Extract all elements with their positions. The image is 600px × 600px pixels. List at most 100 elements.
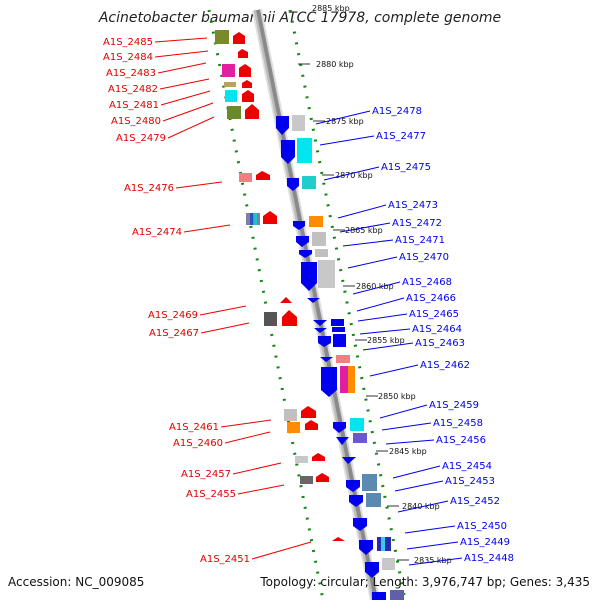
gene-feature[interactable] xyxy=(215,30,229,44)
gene-label[interactable]: A1S_2479 xyxy=(116,133,166,144)
gene-arrow[interactable] xyxy=(353,518,367,531)
gene-arrow[interactable] xyxy=(320,357,333,362)
gene-arrow[interactable] xyxy=(239,64,251,77)
gene-label[interactable]: A1S_2466 xyxy=(406,293,456,304)
gene-arrow[interactable] xyxy=(333,422,346,433)
gene-feature[interactable] xyxy=(318,260,335,288)
gene-arrow[interactable] xyxy=(245,104,259,119)
gene-arrow[interactable] xyxy=(293,221,305,230)
gene-arrow[interactable] xyxy=(342,457,356,464)
gene-label[interactable]: A1S_2453 xyxy=(445,476,495,487)
gene-arrow[interactable] xyxy=(281,140,295,164)
gene-label[interactable]: A1S_2473 xyxy=(388,200,438,211)
gene-arrow[interactable] xyxy=(263,211,277,224)
gene-arrow[interactable] xyxy=(282,310,297,326)
gene-feature[interactable] xyxy=(284,409,297,421)
gene-arrow[interactable] xyxy=(233,32,245,44)
gene-feature[interactable] xyxy=(297,138,312,163)
gene-arrow[interactable] xyxy=(276,116,289,135)
gene-feature[interactable] xyxy=(362,474,377,491)
gene-arrow[interactable] xyxy=(318,336,331,347)
gene-arrow[interactable] xyxy=(238,49,248,58)
gene-feature[interactable] xyxy=(353,433,367,443)
gene-feature[interactable] xyxy=(312,232,326,246)
gene-feature[interactable] xyxy=(350,418,364,431)
gene-arrow[interactable] xyxy=(349,495,363,507)
gene-arrow[interactable] xyxy=(287,178,299,191)
gene-feature[interactable] xyxy=(390,590,404,600)
gene-feature[interactable] xyxy=(227,106,241,119)
gene-arrow[interactable] xyxy=(321,367,337,397)
gene-label[interactable]: A1S_2480 xyxy=(111,116,161,127)
gene-label[interactable]: A1S_2481 xyxy=(109,100,159,111)
gene-feature[interactable] xyxy=(295,456,308,463)
gene-label[interactable]: A1S_2450 xyxy=(457,521,507,532)
gene-feature[interactable] xyxy=(292,115,305,131)
gene-label[interactable]: A1S_2477 xyxy=(376,131,426,142)
gene-label[interactable]: A1S_2485 xyxy=(103,37,153,48)
gene-arrow[interactable] xyxy=(296,236,309,247)
gene-arrow[interactable] xyxy=(301,406,316,418)
gene-arrow[interactable] xyxy=(280,297,292,303)
gene-label[interactable]: A1S_2467 xyxy=(149,328,199,339)
gene-arrow[interactable] xyxy=(336,437,349,445)
gene-arrow[interactable] xyxy=(312,453,325,461)
gene-feature[interactable] xyxy=(287,422,300,433)
gene-arrow[interactable] xyxy=(301,262,317,291)
gene-feature[interactable] xyxy=(264,312,277,326)
gene-arrow[interactable] xyxy=(359,540,373,555)
gene-arrow[interactable] xyxy=(305,420,318,430)
gene-feature[interactable] xyxy=(336,355,350,363)
gene-feature[interactable] xyxy=(372,592,386,600)
gene-feature[interactable] xyxy=(331,319,344,326)
gene-label[interactable]: A1S_2478 xyxy=(372,106,422,117)
gene-label[interactable]: A1S_2455 xyxy=(186,489,236,500)
gene-label[interactable]: A1S_2448 xyxy=(464,553,514,564)
gene-label[interactable]: A1S_2463 xyxy=(415,338,465,349)
gene-label[interactable]: A1S_2464 xyxy=(412,324,462,335)
gene-label[interactable]: A1S_2471 xyxy=(395,235,445,246)
gene-label[interactable]: A1S_2451 xyxy=(200,554,250,565)
gene-arrow[interactable] xyxy=(242,90,254,102)
gene-feature[interactable] xyxy=(382,558,395,570)
gene-label[interactable]: A1S_2458 xyxy=(433,418,483,429)
gene-arrow[interactable] xyxy=(256,171,270,180)
gene-feature[interactable] xyxy=(225,90,237,102)
gene-label[interactable]: A1S_2472 xyxy=(392,218,442,229)
gene-arrow[interactable] xyxy=(332,537,345,541)
gene-feature[interactable] xyxy=(348,366,355,393)
gene-feature[interactable] xyxy=(315,249,328,257)
gene-arrow[interactable] xyxy=(346,480,360,492)
gene-arrow[interactable] xyxy=(299,250,312,258)
gene-label[interactable]: A1S_2456 xyxy=(436,435,486,446)
gene-feature[interactable] xyxy=(302,176,316,189)
gene-label[interactable]: A1S_2475 xyxy=(381,162,431,173)
gene-label[interactable]: A1S_2460 xyxy=(173,438,223,449)
gene-label[interactable]: A1S_2469 xyxy=(148,310,198,321)
gene-feature[interactable] xyxy=(222,64,235,77)
gene-arrow[interactable] xyxy=(242,80,252,88)
gene-label[interactable]: A1S_2461 xyxy=(169,422,219,433)
gene-arrow[interactable] xyxy=(307,298,320,303)
gene-label[interactable]: A1S_2452 xyxy=(450,496,500,507)
gene-feature[interactable] xyxy=(333,334,346,347)
gene-arrow[interactable] xyxy=(365,562,379,578)
gene-label[interactable]: A1S_2459 xyxy=(429,400,479,411)
gene-label[interactable]: A1S_2465 xyxy=(409,309,459,320)
gene-arrow[interactable] xyxy=(316,473,329,482)
gene-label[interactable]: A1S_2474 xyxy=(132,227,182,238)
gene-feature[interactable] xyxy=(340,366,348,393)
gene-label[interactable]: A1S_2484 xyxy=(103,52,153,63)
gene-feature[interactable] xyxy=(366,493,381,507)
gene-label[interactable]: A1S_2482 xyxy=(108,84,158,95)
gene-label[interactable]: A1S_2462 xyxy=(420,360,470,371)
gene-label[interactable]: A1S_2449 xyxy=(460,537,510,548)
gene-feature[interactable] xyxy=(224,82,236,87)
gene-label[interactable]: A1S_2454 xyxy=(442,461,492,472)
gene-arrow[interactable] xyxy=(314,328,327,333)
gene-label[interactable]: A1S_2457 xyxy=(181,469,231,480)
gene-feature[interactable] xyxy=(309,216,323,227)
gene-label[interactable]: A1S_2470 xyxy=(399,252,449,263)
gene-feature[interactable] xyxy=(332,327,345,332)
gene-label[interactable]: A1S_2483 xyxy=(106,68,156,79)
